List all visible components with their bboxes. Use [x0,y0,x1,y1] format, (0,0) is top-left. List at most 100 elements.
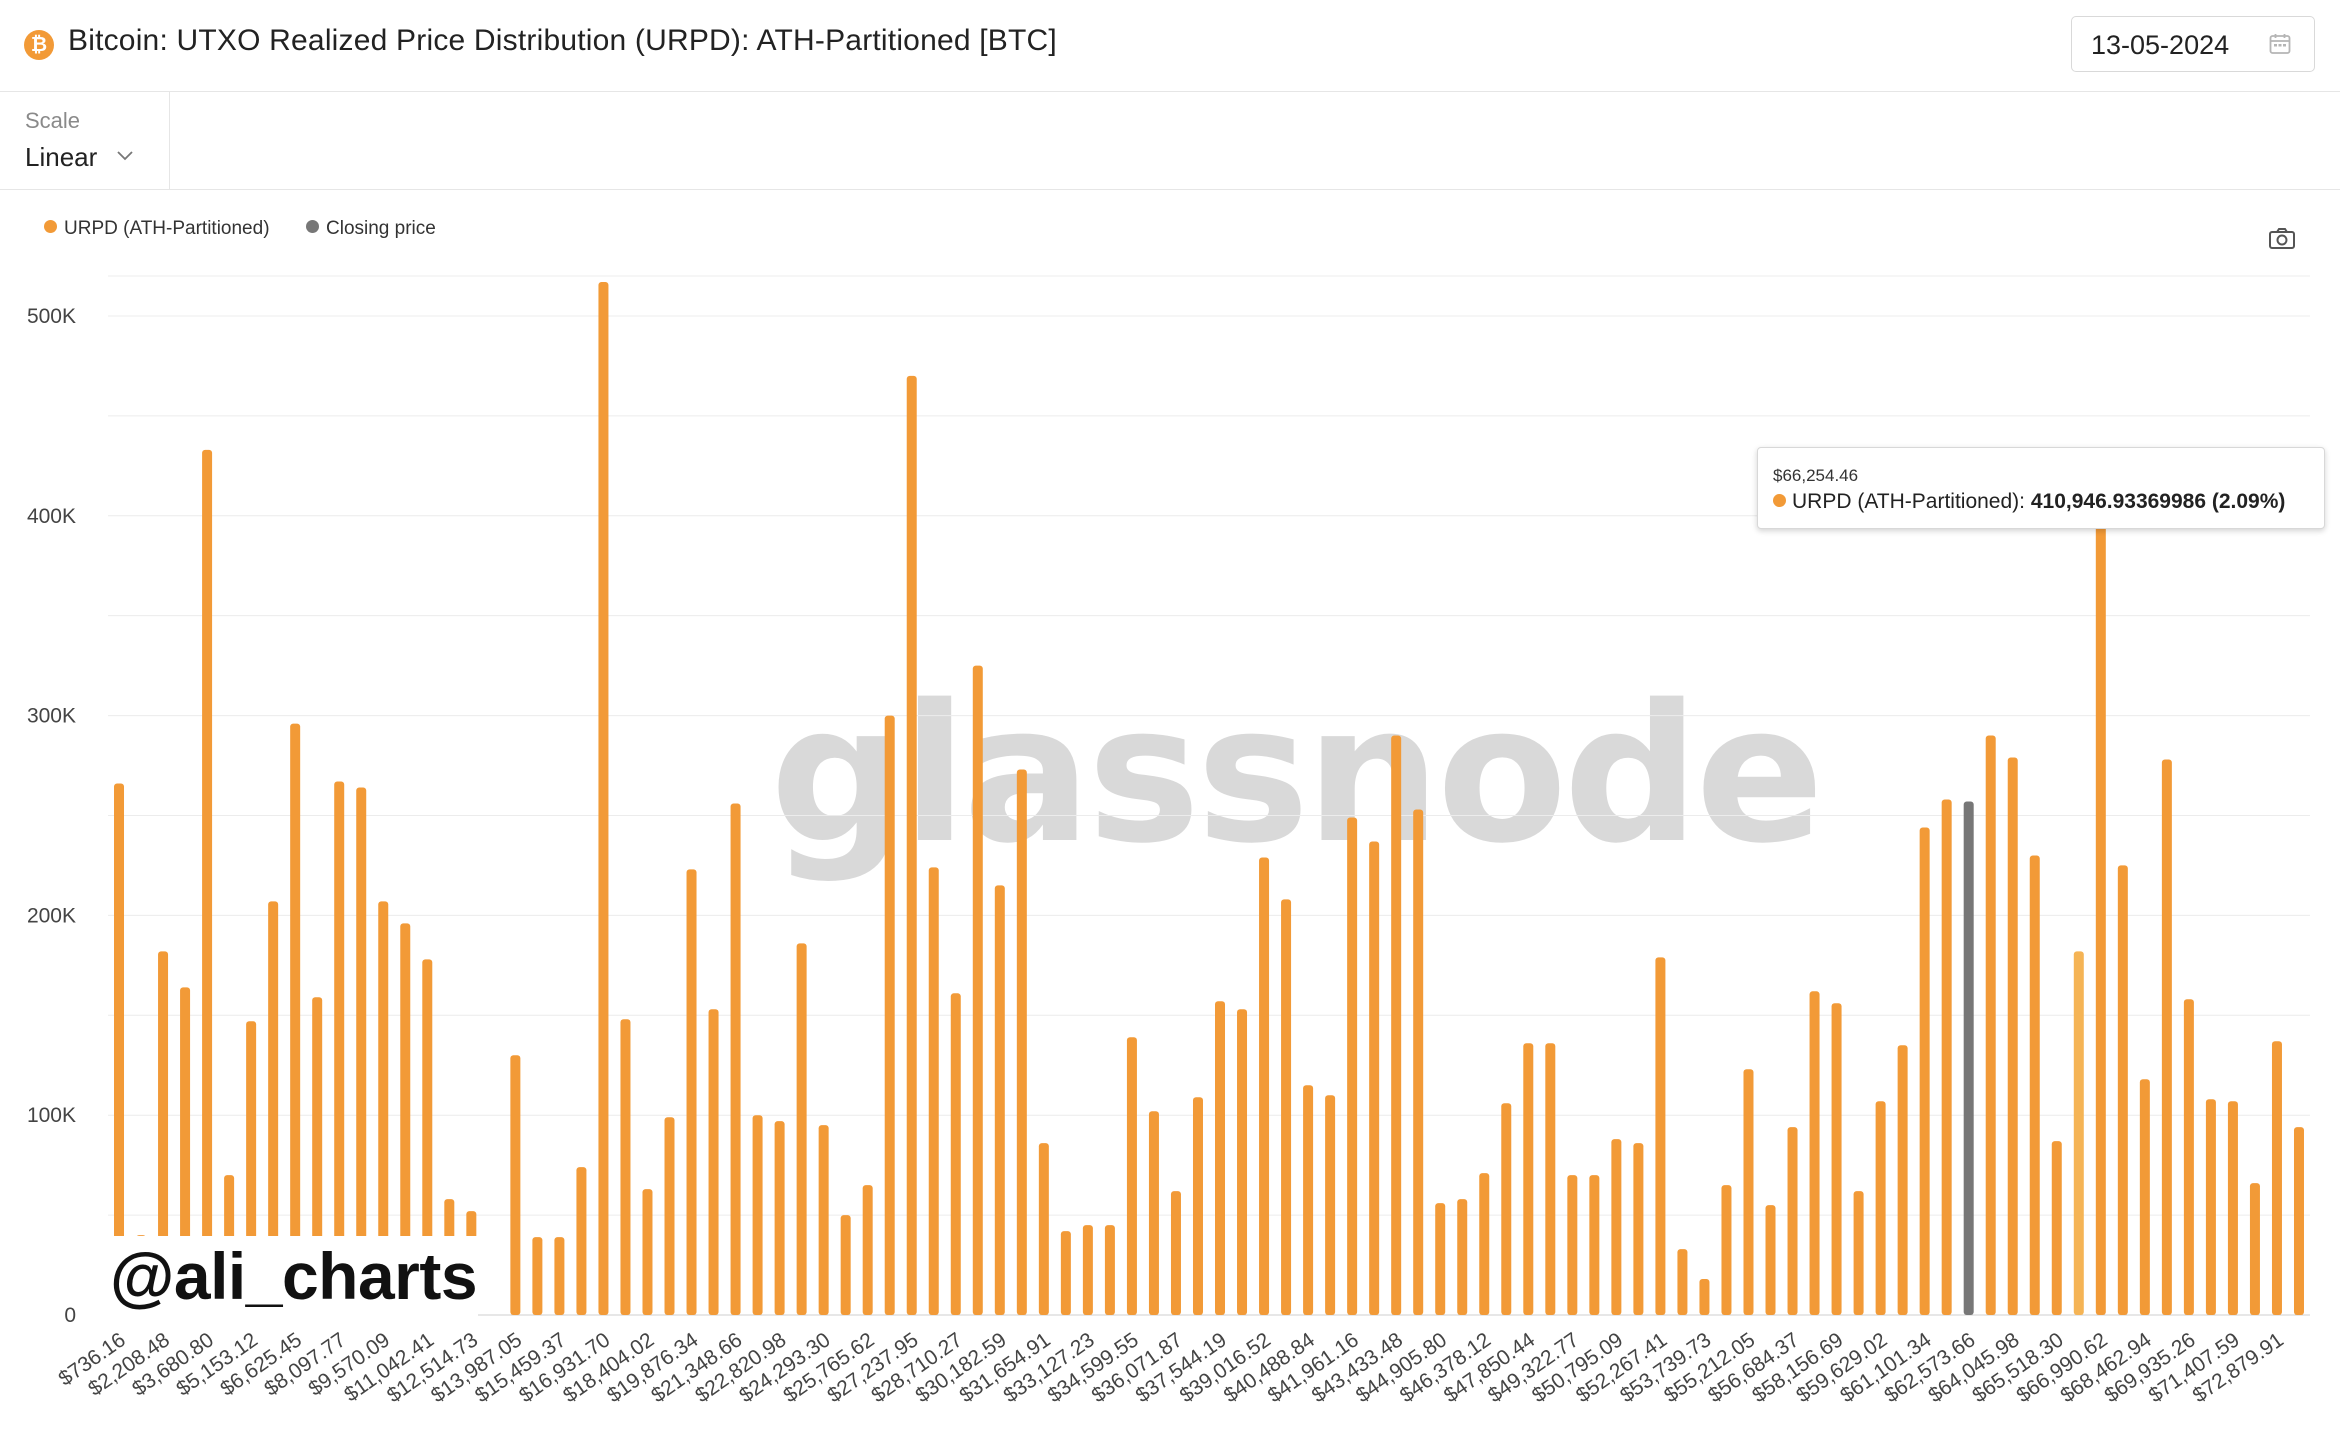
urpd-bar[interactable] [1457,1199,1468,1315]
urpd-bar[interactable] [752,1115,763,1315]
urpd-bar[interactable] [2271,1041,2282,1315]
camera-icon[interactable] [2268,226,2296,250]
urpd-bar[interactable] [664,1117,675,1315]
urpd-bar[interactable] [2029,855,2040,1315]
urpd-bar[interactable] [1611,1139,1622,1315]
urpd-bar[interactable] [158,951,169,1315]
urpd-bar[interactable] [202,449,213,1315]
urpd-bar[interactable] [994,885,1005,1315]
urpd-bar[interactable] [1677,1249,1688,1315]
urpd-bar[interactable] [1435,1203,1446,1315]
urpd-bar[interactable] [642,1189,653,1315]
urpd-bar[interactable] [1633,1143,1644,1315]
urpd-bar[interactable] [180,987,191,1315]
urpd-bar[interactable] [1170,1191,1181,1315]
urpd-bar[interactable] [1699,1279,1710,1315]
urpd-bar[interactable] [1281,899,1292,1315]
urpd-bar[interactable] [1655,957,1666,1315]
urpd-bar[interactable] [1060,1231,1071,1315]
urpd-bar[interactable] [686,869,697,1315]
urpd-bar[interactable] [1809,991,1820,1315]
urpd-bar[interactable] [818,1125,829,1315]
urpd-bar[interactable] [1919,827,1930,1315]
urpd-bar[interactable] [1941,799,1952,1315]
urpd-bar[interactable] [1831,1003,1842,1315]
urpd-bar[interactable] [862,1185,873,1315]
urpd-bar[interactable] [422,959,433,1315]
urpd-bar[interactable] [2161,759,2172,1315]
urpd-bar[interactable] [2095,493,2106,1315]
urpd-bar[interactable] [2293,1127,2304,1315]
urpd-bar[interactable] [1325,1095,1336,1315]
urpd-bar[interactable] [1897,1045,1908,1315]
closing-price-bar[interactable] [1963,801,1974,1315]
urpd-bar[interactable] [1148,1111,1159,1315]
urpd-bar[interactable] [356,787,367,1315]
urpd-bar[interactable] [378,901,389,1315]
urpd-bar[interactable] [2007,757,2018,1315]
urpd-bar[interactable] [114,783,125,1315]
urpd-bar[interactable] [620,1019,631,1315]
urpd-bar[interactable] [334,781,345,1315]
urpd-bar[interactable] [1104,1225,1115,1315]
urpd-bar[interactable] [1215,1001,1226,1315]
urpd-bar[interactable] [532,1237,543,1315]
urpd-bar[interactable] [2117,865,2128,1315]
legend-item-urpd[interactable]: URPD (ATH-Partitioned) [44,218,270,240]
urpd-bar[interactable] [1853,1191,1864,1315]
urpd-bar[interactable] [1765,1205,1776,1315]
urpd-bar[interactable] [1038,1143,1049,1315]
urpd-bar[interactable] [1875,1101,1886,1315]
urpd-bar[interactable] [1985,735,1996,1315]
urpd-bar[interactable] [928,867,939,1315]
urpd-bar[interactable] [290,723,301,1315]
urpd-bar[interactable] [1567,1175,1578,1315]
calendar-icon[interactable] [2268,32,2292,56]
legend-item-closing-price[interactable]: Closing price [306,218,436,240]
urpd-bar[interactable] [1082,1225,1093,1315]
urpd-bar[interactable] [1192,1097,1203,1315]
urpd-bar[interactable] [1369,841,1380,1315]
urpd-bar[interactable] [1391,735,1402,1315]
urpd-bar[interactable] [972,665,983,1315]
urpd-bar[interactable] [1589,1175,1600,1315]
urpd-bar[interactable] [598,281,609,1315]
urpd-bar[interactable] [884,715,895,1315]
urpd-bar[interactable] [2205,1099,2216,1315]
date-picker[interactable]: 13-05-2024 [2071,16,2315,72]
urpd-bar[interactable] [1237,1009,1248,1315]
scale-dropdown[interactable]: Scale Linear [0,92,170,189]
urpd-bar[interactable] [510,1055,521,1315]
urpd-bar[interactable] [906,375,917,1316]
urpd-bar[interactable] [1479,1173,1490,1315]
urpd-bar[interactable] [1721,1185,1732,1315]
urpd-bar[interactable] [1347,817,1358,1315]
urpd-bar[interactable] [2183,999,2194,1315]
urpd-bar[interactable] [1501,1103,1512,1315]
urpd-bar[interactable] [2227,1101,2238,1315]
urpd-bar[interactable] [796,943,807,1315]
urpd-bar[interactable] [2139,1079,2150,1315]
urpd-bar[interactable] [774,1121,785,1315]
urpd-bar[interactable] [312,997,323,1315]
urpd-bar[interactable] [2249,1183,2260,1315]
urpd-bar[interactable] [708,1009,719,1315]
urpd-bar[interactable] [1545,1043,1556,1315]
urpd-bar[interactable] [1016,769,1027,1315]
urpd-bar[interactable] [1259,857,1270,1315]
urpd-bar[interactable] [400,923,411,1315]
urpd-bar[interactable] [1523,1043,1534,1315]
urpd-bar[interactable] [1743,1069,1754,1315]
urpd-bar[interactable] [1787,1127,1798,1315]
urpd-bar[interactable] [268,901,279,1315]
urpd-bar[interactable] [2073,951,2084,1315]
urpd-bar[interactable] [950,993,961,1315]
urpd-bar[interactable] [2051,1141,2062,1315]
urpd-bar[interactable] [730,803,741,1315]
urpd-bar[interactable] [576,1167,587,1315]
urpd-bar[interactable] [840,1215,851,1315]
urpd-bar[interactable] [1126,1037,1137,1315]
urpd-bar[interactable] [1413,809,1424,1315]
urpd-bar[interactable] [1303,1085,1314,1315]
urpd-bar[interactable] [554,1237,565,1315]
